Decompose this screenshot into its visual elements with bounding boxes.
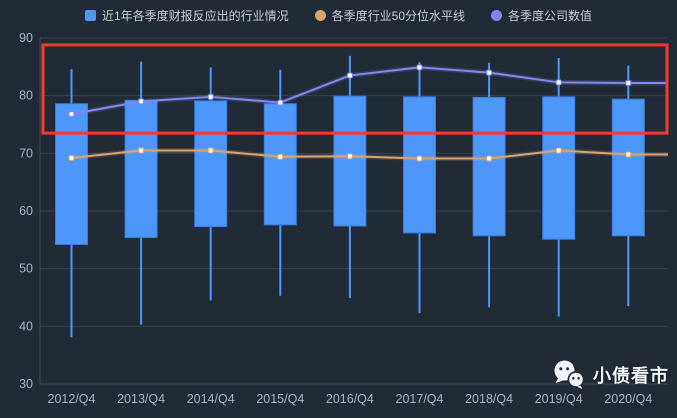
legend-item-0[interactable]: 近1年各季度财报反应出的行业情况 (84, 7, 289, 24)
x-axis-label: 2017/Q4 (396, 392, 444, 406)
line-path (71, 66, 668, 116)
watermark: 小债看市 (551, 358, 669, 392)
x-axis-label: 2019/Q4 (535, 392, 583, 406)
legend-circle-icon (314, 10, 326, 21)
data-point-marker[interactable] (346, 72, 353, 79)
data-point-marker[interactable] (277, 99, 284, 106)
highlight-rectangle-annotation (41, 43, 669, 135)
data-point-marker[interactable] (68, 154, 75, 161)
y-axis-label: 40 (19, 319, 33, 333)
chart-legend: 近1年各季度财报反应出的行业情况 各季度行业50分位水平线 各季度公司数值 (0, 7, 677, 24)
candle-box (611, 98, 645, 237)
y-axis-label: 60 (19, 204, 33, 218)
line-path (71, 149, 668, 160)
line-series (68, 64, 668, 118)
legend-square-icon (84, 10, 96, 21)
candle-box (263, 103, 297, 226)
y-axis-label: 80 (19, 89, 33, 103)
data-point-marker[interactable] (416, 155, 423, 162)
y-axis-label: 90 (19, 31, 33, 45)
data-point-marker[interactable] (625, 151, 632, 158)
legend-label: 各季度公司数值 (508, 9, 593, 23)
data-point-marker[interactable] (68, 111, 75, 118)
candle-2018-q4[interactable] (472, 62, 506, 308)
candle-2019-q4[interactable] (542, 58, 576, 317)
x-axis-label: 2014/Q4 (187, 392, 235, 406)
data-point-marker[interactable] (416, 64, 423, 71)
legend-label: 各季度行业50分位水平线 (331, 9, 466, 23)
x-axis-label: 2015/Q4 (256, 392, 304, 406)
x-axis-label: 2012/Q4 (48, 392, 96, 406)
watermark-text: 小债看市 (593, 366, 669, 386)
data-point-marker[interactable] (486, 155, 493, 162)
data-point-marker[interactable] (277, 153, 284, 160)
y-axis-label: 70 (19, 146, 33, 160)
x-axis-label: 2013/Q4 (117, 392, 165, 406)
legend-label: 近1年各季度财报反应出的行业情况 (101, 9, 289, 23)
data-point-marker[interactable] (555, 79, 562, 86)
candle-box (194, 100, 228, 228)
line-glow (71, 64, 668, 117)
candle-2012-q4[interactable] (55, 69, 88, 338)
candle-box (55, 103, 88, 245)
candle-box (472, 96, 506, 237)
data-point-marker[interactable] (207, 147, 214, 154)
line-series (68, 147, 668, 162)
data-point-marker[interactable] (138, 98, 145, 105)
data-point-marker[interactable] (486, 69, 493, 76)
candle-box (403, 96, 436, 234)
candle-box (333, 95, 367, 227)
data-point-marker[interactable] (138, 147, 145, 154)
candle-2020-q4[interactable] (611, 65, 645, 307)
wechat-logo-icon (554, 360, 585, 389)
candle-box (124, 99, 158, 239)
candle-box (542, 96, 576, 240)
x-axis-label: 2018/Q4 (465, 392, 513, 406)
data-point-marker[interactable] (207, 93, 214, 100)
y-axis-label: 50 (19, 262, 33, 276)
candle-2014-q4[interactable] (194, 67, 228, 301)
legend-circle-icon (491, 10, 503, 21)
x-axis-label: 2020/Q4 (604, 392, 652, 406)
legend-item-1[interactable]: 各季度行业50分位水平线 (314, 7, 466, 24)
data-point-marker[interactable] (625, 79, 632, 86)
x-axis-label: 2016/Q4 (326, 392, 374, 406)
y-axis-label: 30 (19, 377, 33, 391)
legend-item-2[interactable]: 各季度公司数值 (491, 7, 592, 24)
candle-2017-q4[interactable] (403, 62, 436, 314)
candle-2016-q4[interactable] (333, 55, 367, 299)
data-point-marker[interactable] (346, 153, 353, 160)
data-point-marker[interactable] (555, 147, 562, 154)
